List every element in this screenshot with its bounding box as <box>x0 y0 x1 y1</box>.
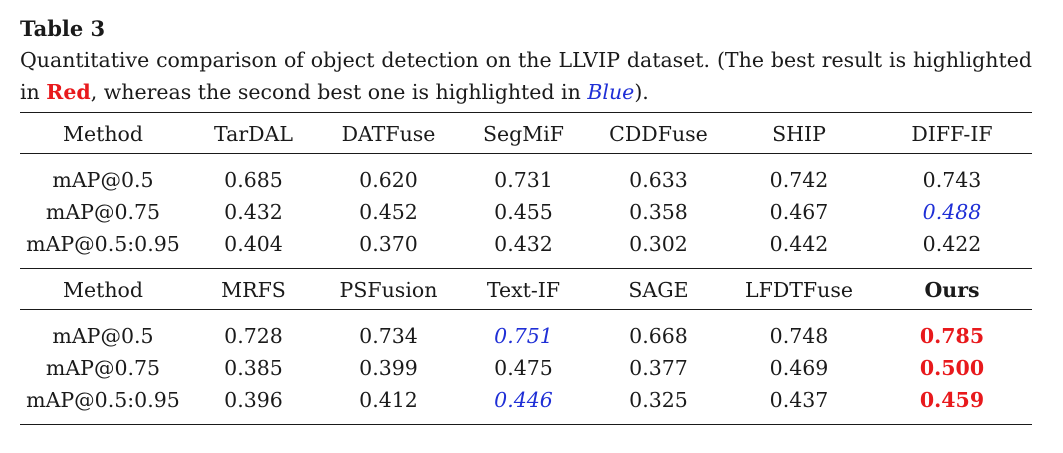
value-cell: 0.432 <box>224 200 283 224</box>
method-name-cell: DIFF-IF <box>872 112 1032 154</box>
metric-label-cell: mAP@0.5 <box>20 309 186 352</box>
caption-text-2: , whereas the second best one is highlig… <box>90 80 588 104</box>
value-cell: 0.467 <box>769 200 829 224</box>
method-name-cell: LFDTFuse <box>726 268 872 310</box>
metric-label-cell: mAP@0.5 <box>20 153 186 196</box>
table-row: mAP@0.75 0.385 0.399 0.475 0.377 0.469 0.500 <box>20 352 1032 384</box>
value-cell: 0.399 <box>359 356 418 380</box>
table-row: mAP@0.5 0.728 0.734 0.751 0.668 0.748 0.785 <box>20 309 1032 352</box>
method-name-cell: SAGE <box>591 268 726 310</box>
metric-label-cell: mAP@0.75 <box>45 200 161 224</box>
value-cell: 0.751 <box>456 309 591 352</box>
value-cell: 0.446 <box>456 384 591 425</box>
value-cell: 0.452 <box>359 200 418 224</box>
value-cell: 0.620 <box>321 153 456 196</box>
table-row: mAP@0.5:0.95 0.396 0.412 0.446 0.325 0.437 0.4… <box>20 384 1032 425</box>
value-cell: 0.731 <box>456 153 591 196</box>
header-row: Method TarDAL DATFuse SegMiF CDDFuse SHIP DIFF… <box>20 112 1032 154</box>
method-header-cell: Method <box>20 268 186 310</box>
table-label: Table 3 <box>20 16 106 41</box>
value-cell: 0.748 <box>726 309 872 352</box>
table-row: mAP@0.5 0.685 0.620 0.731 0.633 0.742 0.743 <box>20 153 1032 196</box>
value-cell: 0.302 <box>629 232 688 256</box>
method-name-cell: TarDAL <box>186 112 321 154</box>
value-cell: 0.432 <box>494 232 553 256</box>
value-cell: 0.385 <box>224 356 283 380</box>
header-row: Method MRFS PSFusion Text-IF SAGE LFDTFuse Our… <box>20 268 1032 310</box>
method-name-cell: SegMiF <box>456 112 591 154</box>
results-table: Method TarDAL DATFuse SegMiF CDDFuse SHIP DIFF… <box>20 112 1032 425</box>
method-header-cell: Method <box>20 112 186 154</box>
value-cell: 0.668 <box>591 309 726 352</box>
method-name-cell: Ours <box>872 268 1032 310</box>
caption-text-3: ). <box>634 80 649 104</box>
metric-label-cell: mAP@0.5:0.95 <box>20 384 186 425</box>
value-cell: 0.785 <box>872 309 1032 352</box>
value-cell: 0.377 <box>629 356 688 380</box>
value-cell: 0.685 <box>186 153 321 196</box>
method-name-cell: Text-IF <box>456 268 591 310</box>
table-row: mAP@0.75 0.432 0.452 0.455 0.358 0.467 0.488 <box>20 196 1032 228</box>
value-cell: 0.412 <box>321 384 456 425</box>
value-cell: 0.742 <box>726 153 872 196</box>
value-cell: 0.734 <box>321 309 456 352</box>
value-cell: 0.325 <box>591 384 726 425</box>
value-cell: 0.404 <box>224 232 283 256</box>
value-cell: 0.442 <box>769 232 829 256</box>
table-figure: Table 3 Quantitative comparison of objec… <box>20 14 1032 425</box>
metric-label-cell: mAP@0.5:0.95 <box>26 232 180 256</box>
value-cell: 0.422 <box>922 232 982 256</box>
method-name-cell: MRFS <box>186 268 321 310</box>
value-cell: 0.488 <box>922 200 982 224</box>
method-name-cell: DATFuse <box>321 112 456 154</box>
value-cell: 0.459 <box>872 384 1032 425</box>
value-cell: 0.500 <box>919 356 985 380</box>
method-name-cell: SHIP <box>726 112 872 154</box>
value-cell: 0.358 <box>629 200 688 224</box>
value-cell: 0.728 <box>186 309 321 352</box>
value-cell: 0.396 <box>186 384 321 425</box>
value-cell: 0.743 <box>872 153 1032 196</box>
results-table-body: Method TarDAL DATFuse SegMiF CDDFuse SHIP DIFF… <box>20 112 1032 425</box>
value-cell: 0.633 <box>591 153 726 196</box>
table-row: mAP@0.5:0.95 0.404 0.370 0.432 0.302 0.442 0.4… <box>20 228 1032 269</box>
method-name-cell: PSFusion <box>321 268 456 310</box>
caption-red-word: Red <box>46 80 91 104</box>
caption-blue-word: Blue <box>587 80 635 104</box>
method-name-cell: CDDFuse <box>591 112 726 154</box>
value-cell: 0.370 <box>359 232 418 256</box>
value-cell: 0.469 <box>769 356 829 380</box>
table-caption: Quantitative comparison of object detect… <box>20 44 1032 108</box>
value-cell: 0.475 <box>494 356 553 380</box>
value-cell: 0.437 <box>726 384 872 425</box>
value-cell: 0.455 <box>494 200 553 224</box>
metric-label-cell: mAP@0.75 <box>45 356 161 380</box>
caption-text-1: Quantitative comparison of object detect… <box>20 48 1032 104</box>
